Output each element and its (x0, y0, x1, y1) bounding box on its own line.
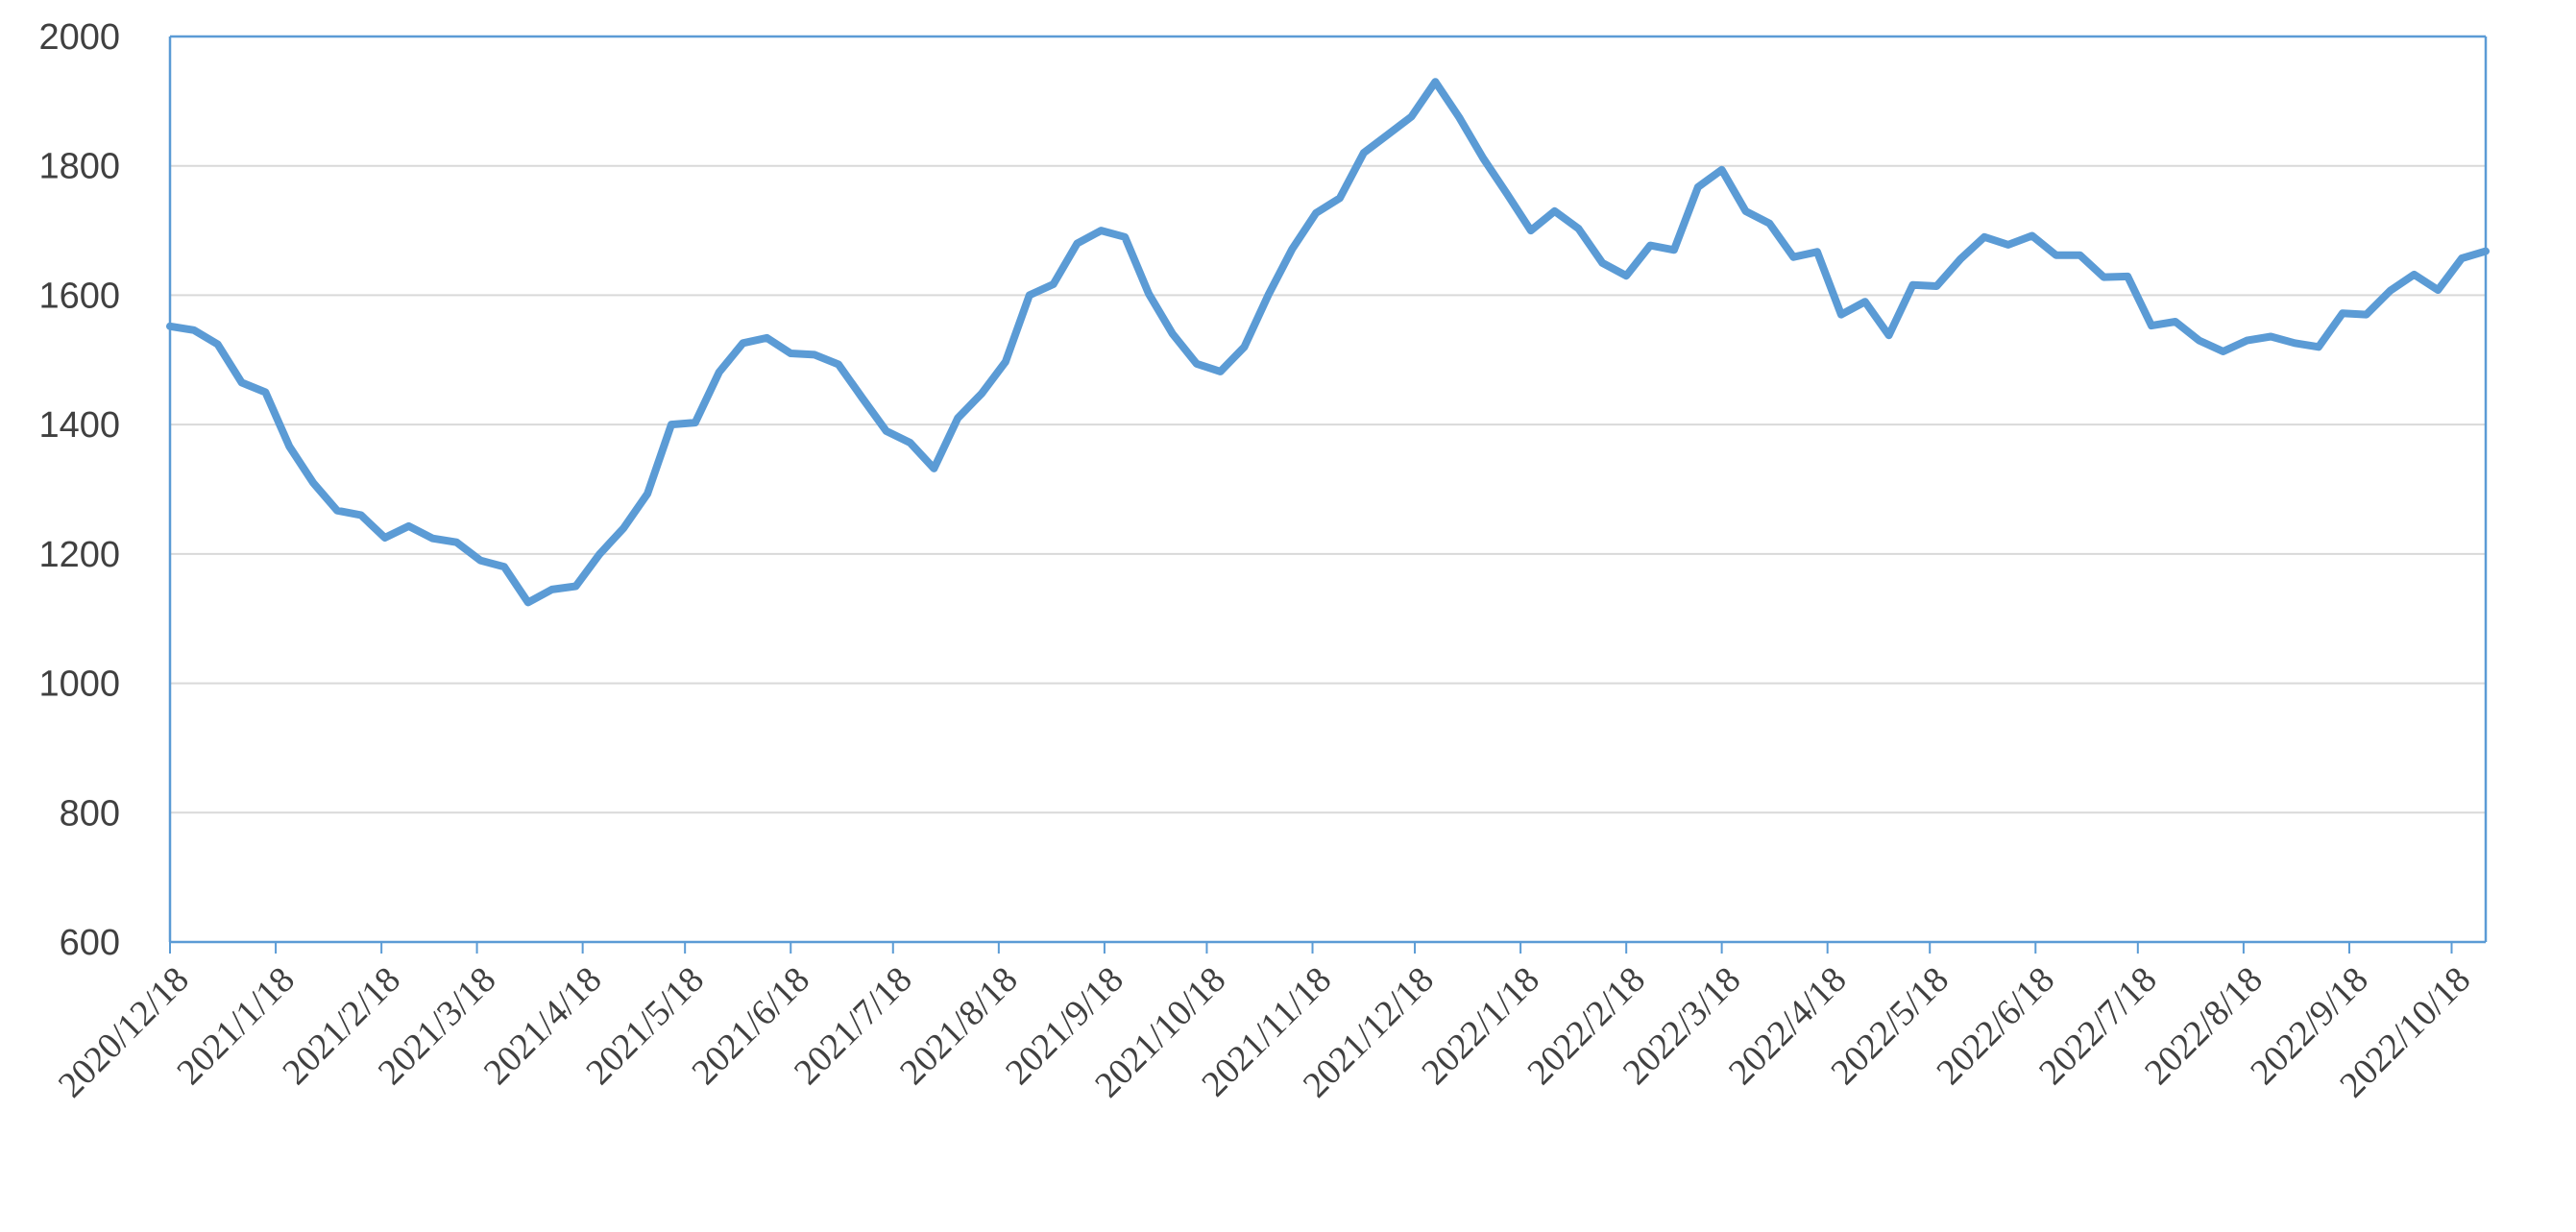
plot-frame (168, 35, 2488, 944)
y-tick-label: 600 (60, 923, 120, 963)
x-axis: 2020/12/182021/1/182021/2/182021/3/18202… (51, 942, 2478, 1105)
gridlines (170, 36, 2486, 814)
y-tick-label: 1600 (38, 276, 120, 316)
x-tick-label: 2020/12/18 (51, 959, 197, 1105)
y-tick-label: 1000 (38, 664, 120, 705)
y-tick-label: 1200 (38, 535, 120, 575)
y-tick-label: 1400 (38, 405, 120, 446)
y-axis: 2000 1800 1600 1400 1200 1000 800 600 (38, 17, 120, 963)
y-tick-label: 800 (60, 793, 120, 833)
series-line (166, 78, 2490, 607)
y-tick-label: 2000 (38, 17, 120, 58)
y-tick-label: 1800 (38, 147, 120, 187)
series-layer (166, 78, 2490, 607)
